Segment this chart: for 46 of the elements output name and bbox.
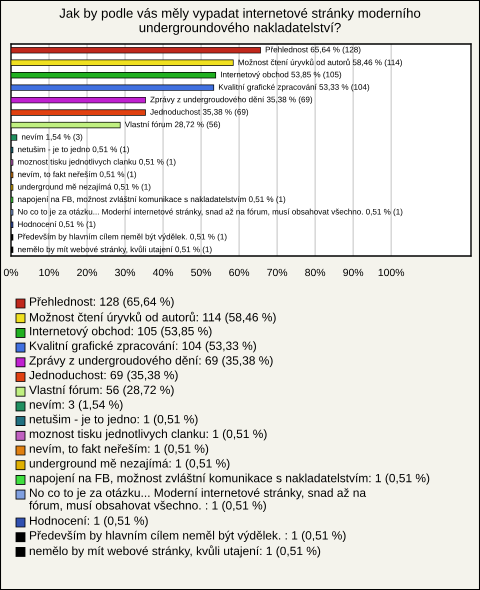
category-label: nemělo by mít webové stránky, kvůli utajení 0,51 % (1) — [18, 246, 212, 254]
x-tick-label: 20% — [77, 268, 98, 276]
category-label: Zprávy z undergroudového dění 35,38 % (69) — [150, 96, 312, 104]
text: Kvalitní grafické zpracování: 104 (53,33 %) — [30, 341, 256, 352]
x-tick-label: 70% — [267, 268, 288, 276]
text: Zprávy z undergroudového dění: 69 (35,38 %) — [29, 356, 273, 368]
text: No co to je za otázku... Moderní internetové stránky, snad až na fórum, musí obsahovat všechno. : 1 (0,51 %) — [29, 488, 366, 512]
category-label: nevím, to fakt neřeším 0,51 % (1) — [18, 171, 136, 179]
text: moznost tisku jednotlivych clanku: 1 (0,51 %) — [30, 429, 267, 440]
category-label: Jednoduchost 35,38 % (69) — [150, 108, 248, 116]
text: Vlastní fórum: 56 (28,72 %) — [29, 385, 174, 396]
x-tick-label: 40% — [152, 268, 174, 276]
text: nevím: 3 (1,54 %) — [30, 400, 123, 412]
x-tick-label: 30% — [115, 268, 136, 276]
category-label: netušim - je to jedno 0,51 % (1) — [18, 146, 129, 154]
category-label: Vlastní fórum 28,72 % (56) — [124, 121, 220, 129]
category-label: Možnost čtení úryvků od autorů 58,46 % (114) — [238, 58, 402, 67]
text: Internetový obchod: 105 (53,85 %) — [30, 326, 212, 338]
category-label: underground mě nezajímá 0,51 % (1) — [18, 184, 150, 192]
category-label: Přehlednost 65,64 % (128) — [266, 46, 360, 54]
text: napojení na FB, možnost zvláštní komunikace s nakladatelstvím: 1 (0,51 %) — [30, 473, 430, 485]
text: Přehlednost: 128 (65,64 %) — [30, 296, 174, 308]
text: nemělo by mít webové stránky, kvůli utajení: 1 (0,51 %) — [30, 545, 320, 558]
category-label: Internetový obchod 53,85 % (105) — [221, 71, 342, 79]
x-tick-label: 100% — [378, 268, 404, 276]
text: Hodnocení: 1 (0,51 %) — [30, 516, 148, 528]
x-tick-label: 50% — [191, 268, 212, 276]
category-label: Kvalitní grafické zpracování 53,33 % (104) — [218, 84, 370, 92]
x-tick-label: 60% — [229, 268, 250, 276]
x-tick-label: 90% — [343, 268, 364, 276]
category-label: moznost tisku jednotlivych clanku 0,51 % (1) — [18, 158, 176, 166]
chart-title: Jak by podle vás měly vypadat internetové stránky moderního undergroundového nakladatelství? — [59, 8, 420, 35]
category-label: napojení na FB, možnost zvláštní komunikace s nakladatelstvím 0,51 % (1) — [18, 196, 286, 204]
x-tick-label: 10% — [39, 268, 60, 276]
category-label: nevím 1,54 % (3) — [22, 134, 82, 142]
category-label: Především by hlavním cílem neměl být výdělek. 0,51 % (1) — [18, 233, 227, 242]
text: Jednoduchost: 69 (35,38 %) — [29, 370, 178, 382]
x-tick-label: 0% — [4, 268, 18, 276]
category-label: No co to je za otázku... Moderní internetové stránky, snad až na fórum, musí obsahovat všechno. 0,51 % (1) — [18, 208, 402, 216]
text: Možnost čtení úryvků od autorů: 114 (58,46 %) — [30, 312, 276, 324]
text: nevím, to fakt neřeším: 1 (0,51 %) — [30, 444, 208, 456]
text: underground mě nezajímá: 1 (0,51 %) — [30, 458, 230, 470]
text: netušim - je to jedno: 1 (0,51 %) — [30, 414, 198, 426]
x-tick-label: 80% — [305, 268, 326, 276]
category-label: Hodnocení 0,51 % (1) — [18, 221, 96, 229]
text: Především by hlavním cílem neměl být výdělek. : 1 (0,51 %) — [30, 530, 346, 542]
